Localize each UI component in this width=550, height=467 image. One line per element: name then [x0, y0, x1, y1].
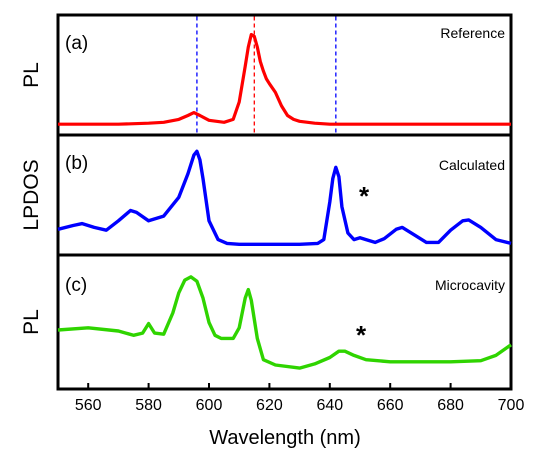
panel-b: (b) Calculated * LPDOS: [20, 133, 513, 257]
x-tick-label-580: 580: [135, 397, 162, 414]
panel-c-ylabel: PL: [20, 309, 43, 335]
x-tick-label-700: 700: [498, 397, 525, 414]
x-tick-label-600: 600: [196, 397, 223, 414]
panel-b-annotation: *: [359, 181, 370, 211]
panel-b-label: (b): [65, 153, 88, 174]
panel-a-vlines: [196, 16, 337, 134]
x-tick-label-680: 680: [437, 397, 464, 414]
x-axis-label: Wavelength (nm): [209, 427, 361, 449]
x-tick-label-560: 560: [75, 397, 102, 414]
panel-b-series-line: [57, 149, 512, 247]
panel-b-title: Calculated: [439, 157, 505, 173]
panel-c-label: (c): [65, 275, 87, 296]
panel-a-label: (a): [65, 33, 88, 54]
x-tick-label-620: 620: [256, 397, 283, 414]
panel-a-series-line: [58, 32, 511, 126]
x-tick-label-640: 640: [316, 397, 343, 414]
x-axis-ticks: 560 580 600 620 640 660 680 700: [75, 383, 525, 414]
x-tick-label-660: 660: [377, 397, 404, 414]
panel-a-ylabel: PL: [20, 62, 43, 88]
panel-a-title: Reference: [440, 25, 505, 41]
panel-a: (a) Reference PL: [20, 13, 513, 137]
panel-c-series-line: [57, 275, 512, 370]
panel-c-title: Microcavity: [435, 277, 505, 293]
panel-c: (c) Microcavity * PL: [20, 253, 513, 391]
panel-c-frame: [56, 253, 513, 391]
panel-b-ylabel: LPDOS: [20, 159, 43, 230]
panel-c-annotation: *: [356, 320, 367, 350]
